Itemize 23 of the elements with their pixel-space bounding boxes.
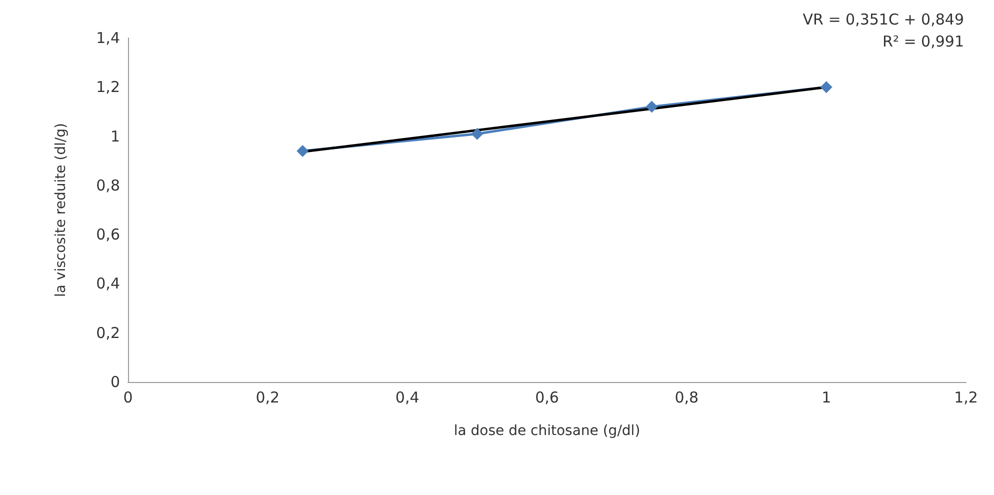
x-tick-label: 1,2 xyxy=(954,388,978,406)
x-tick-label: 0 xyxy=(123,388,133,406)
y-tick-label: 0,8 xyxy=(96,176,120,194)
point xyxy=(296,145,309,158)
text: VR = 0,351C + 0,849 xyxy=(802,10,964,28)
x-tick-label: 0,6 xyxy=(535,388,559,406)
y-tick-label: 0,2 xyxy=(96,324,120,342)
x-tick-label: 0,8 xyxy=(674,388,699,406)
y-tick-label: 0,4 xyxy=(96,274,120,293)
y-tick-label: 0,6 xyxy=(96,226,120,244)
annotation: R² = 0,991 xyxy=(882,32,964,50)
x-axis-title: la dose de chitosane (g/dl) xyxy=(454,423,640,439)
y-tick-label: 1,4 xyxy=(96,29,120,47)
x-tick-label: 0,2 xyxy=(256,388,280,406)
y-tick-label: 1 xyxy=(110,127,120,146)
point xyxy=(820,81,832,94)
x-tick-label: 0,4 xyxy=(395,388,420,406)
x-tick-label: 1 xyxy=(822,388,832,406)
y-tick-label: 1,2 xyxy=(96,78,120,96)
y-axis-title: la viscosite reduite (dl/g) xyxy=(53,123,69,297)
point xyxy=(471,128,484,140)
point xyxy=(646,100,658,113)
y-tick-label: 0 xyxy=(110,373,120,391)
